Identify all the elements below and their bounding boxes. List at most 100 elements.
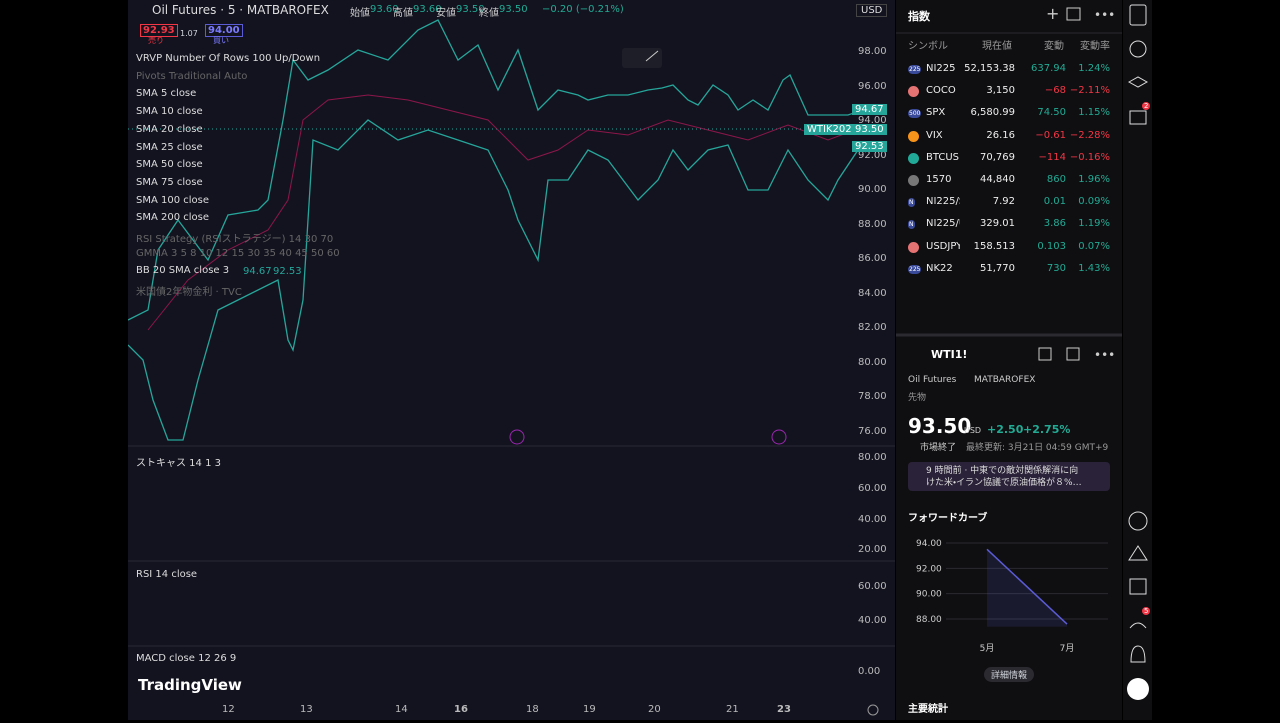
price-tag: 93.50 bbox=[852, 124, 887, 135]
column-header: 現在値 bbox=[982, 41, 1012, 52]
pane-title[interactable]: MACD close 12 26 9 bbox=[136, 653, 237, 664]
column-header: シンボル bbox=[908, 41, 948, 52]
symbol[interactable]: NI225/U bbox=[926, 218, 960, 230]
pct: 1.43% bbox=[1078, 262, 1110, 274]
icon[interactable] bbox=[1129, 578, 1147, 595]
symbol[interactable]: NK22 bbox=[926, 262, 953, 274]
pane-title[interactable]: ストキャス 14 1 3 bbox=[136, 458, 221, 469]
buy-price[interactable]: 94.00 bbox=[205, 24, 243, 37]
symbol[interactable]: NI225 bbox=[926, 63, 956, 74]
currency[interactable]: USD bbox=[856, 4, 888, 17]
edit-icon[interactable] bbox=[1066, 347, 1080, 361]
icon[interactable] bbox=[1129, 4, 1147, 26]
symbol[interactable]: SPX bbox=[926, 107, 946, 119]
pct: 1.19% bbox=[1078, 218, 1110, 230]
y-tick-label: 90.00 bbox=[916, 590, 942, 600]
symbol[interactable]: COCO bbox=[926, 85, 956, 97]
pane-tick: 0.00 bbox=[858, 666, 881, 677]
watchlist-title[interactable]: 指数 bbox=[908, 10, 930, 23]
detail-name: Oil Futures bbox=[908, 375, 957, 385]
icon[interactable] bbox=[1128, 511, 1148, 531]
chart-drawing bbox=[128, 19, 895, 716]
symbol[interactable]: 1570 bbox=[926, 174, 952, 185]
news-card[interactable] bbox=[908, 462, 1110, 491]
ohlc-label: 安値 bbox=[436, 8, 456, 19]
detail-symbol: WTI1! bbox=[931, 348, 968, 361]
icon[interactable] bbox=[1127, 76, 1149, 88]
y-tick-label: 94.00 bbox=[916, 539, 942, 549]
y-tick-label: 88.00 bbox=[916, 615, 942, 625]
change: −0.20 (−0.21%) bbox=[542, 4, 624, 15]
pane-title[interactable]: RSI 14 close bbox=[136, 569, 198, 580]
detail-status: 市場終了 bbox=[920, 443, 957, 453]
price-tick: 90.00 bbox=[858, 184, 887, 195]
notification-badge: 5 bbox=[1142, 607, 1151, 615]
indicator[interactable]: GMMA 3 5 8 10 12 15 30 35 40 45 50 60 bbox=[136, 247, 340, 259]
price-trace bbox=[147, 94, 869, 331]
more-icon[interactable]: ••• bbox=[1094, 8, 1115, 22]
buy-label: 買い bbox=[213, 36, 229, 45]
price-tick: 92.00 bbox=[858, 149, 887, 161]
ohlc-label: 始値 bbox=[350, 8, 370, 19]
icon[interactable] bbox=[1129, 40, 1147, 58]
price: 329.01 bbox=[980, 218, 1015, 230]
change: 860 bbox=[1046, 174, 1066, 185]
event-icon[interactable] bbox=[509, 429, 525, 445]
details-button[interactable]: 詳細情報 bbox=[984, 667, 1035, 682]
icon[interactable] bbox=[1127, 678, 1149, 700]
indicator[interactable]: SMA 50 close bbox=[136, 159, 203, 171]
indicator[interactable]: BB 20 SMA close 3 bbox=[136, 265, 230, 277]
drawing-tool[interactable] bbox=[622, 48, 662, 68]
ohlc-value: 93.50 bbox=[499, 4, 528, 15]
symbol[interactable]: BTCUSI bbox=[926, 151, 960, 163]
ohlc-label: 高値 bbox=[393, 8, 413, 19]
price-tick: 80.00 bbox=[858, 356, 887, 368]
add-icon[interactable]: + bbox=[1046, 4, 1059, 23]
event-icon[interactable] bbox=[771, 429, 787, 445]
stats: 主要統計 bbox=[908, 704, 948, 715]
pane-tick: 60.00 bbox=[858, 581, 887, 592]
indicator[interactable]: SMA 75 close bbox=[136, 176, 203, 188]
symbol-title: Oil Futures · 5 · MATBAROFEX bbox=[152, 3, 329, 17]
icon[interactable] bbox=[1129, 622, 1147, 629]
icon[interactable] bbox=[1128, 545, 1148, 561]
indicator[interactable]: SMA 100 close bbox=[136, 194, 210, 206]
price-tag: 92.53 bbox=[852, 141, 887, 152]
indicator[interactable]: SMA 25 close bbox=[136, 141, 203, 153]
price: 3,150 bbox=[986, 85, 1015, 97]
news[interactable]: 9 時間前 · 中東での敵対関係解消に向けた米・イラン協議で原油価格が８%… bbox=[926, 466, 1082, 488]
icon[interactable] bbox=[1130, 645, 1146, 663]
indicator[interactable]: VRVP Number Of Rows 100 Up/Down bbox=[136, 53, 321, 64]
indicator[interactable]: SMA 20 close bbox=[136, 123, 203, 135]
change: 0.103 bbox=[1037, 240, 1066, 252]
icon[interactable] bbox=[1129, 110, 1147, 125]
price-tick: 76.00 bbox=[858, 425, 887, 437]
symbol[interactable]: NI225/S bbox=[926, 196, 960, 208]
indicator[interactable]: Pivots Traditional Auto bbox=[136, 70, 248, 82]
settings-icon[interactable] bbox=[867, 704, 879, 716]
change: −68 bbox=[1044, 85, 1066, 97]
detail-currency: USD bbox=[964, 426, 982, 435]
more-icon[interactable]: ••• bbox=[1094, 348, 1115, 362]
indicator[interactable]: SMA 5 close bbox=[136, 88, 197, 100]
indicator[interactable]: SMA 10 close bbox=[136, 106, 203, 118]
indicator[interactable]: SMA 200 close bbox=[136, 212, 210, 224]
layout-icon[interactable] bbox=[1066, 7, 1081, 21]
grid-icon[interactable] bbox=[1038, 347, 1052, 361]
bb-upper: 94.67 bbox=[243, 266, 272, 277]
x-tick-label: 7月 bbox=[1060, 643, 1075, 654]
ohlc-value: 93.60 bbox=[413, 4, 442, 15]
price: 26.16 bbox=[986, 129, 1015, 141]
panel-drawing: + ••• ••• bbox=[896, 4, 1122, 491]
change: −114 bbox=[1038, 151, 1066, 163]
pct: 1.15% bbox=[1078, 107, 1110, 119]
change: 3.86 bbox=[1043, 218, 1066, 230]
symbol[interactable]: USDJPY bbox=[926, 240, 960, 252]
sell-price[interactable]: 92.93 bbox=[140, 24, 178, 37]
bollinger-upper bbox=[128, 19, 879, 321]
symbol[interactable]: VIX bbox=[926, 129, 943, 141]
indicator[interactable]: RSI Strategy (RSIストラテジー) 14 30 70 bbox=[136, 234, 334, 245]
time-tick: 16 bbox=[454, 704, 468, 715]
indicator[interactable]: 米国債2年物金利 · TVC bbox=[136, 287, 242, 299]
